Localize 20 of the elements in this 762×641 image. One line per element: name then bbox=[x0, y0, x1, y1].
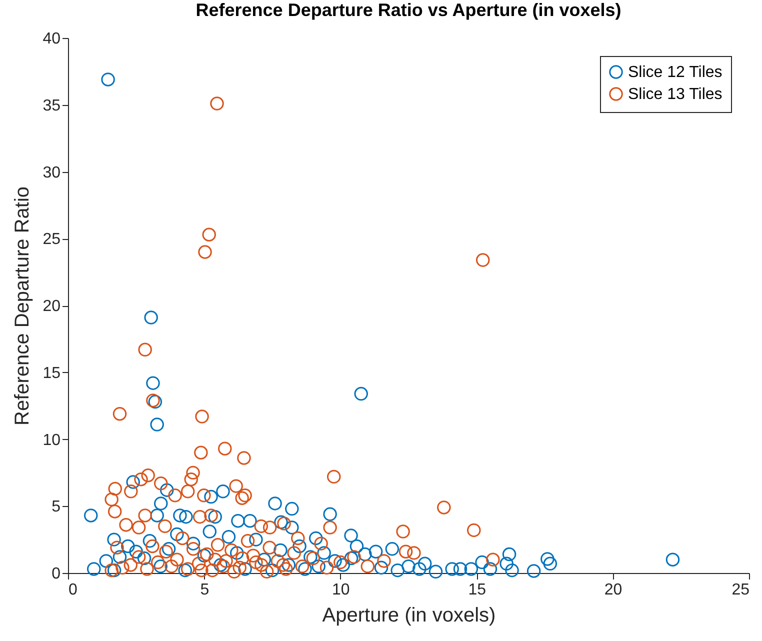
y-tick-label: 40 bbox=[42, 30, 61, 48]
x-axis-title: Aperture (in voxels) bbox=[322, 604, 496, 626]
y-tick-label: 0 bbox=[52, 566, 61, 582]
legend-label: Slice 13 Tiles bbox=[628, 86, 722, 103]
y-axis-title: Reference Departure Ratio bbox=[12, 186, 34, 426]
legend-label: Slice 12 Tiles bbox=[628, 64, 722, 81]
y-tick-label: 30 bbox=[42, 164, 61, 182]
y-tick-label: 35 bbox=[42, 97, 61, 114]
y-tick-label: 15 bbox=[42, 364, 61, 382]
y-tick-label: 20 bbox=[42, 298, 61, 315]
chart-title: Reference Departure Ratio vs Aperture (in voxels) bbox=[196, 0, 622, 20]
y-tick-label: 25 bbox=[42, 231, 61, 248]
x-tick-label: 0 bbox=[68, 582, 78, 598]
x-tick-label: 10 bbox=[332, 582, 350, 598]
y-tick-label: 10 bbox=[42, 432, 61, 449]
x-tick-label: 5 bbox=[200, 582, 210, 598]
x-tick-label: 20 bbox=[604, 582, 622, 598]
x-tick-label: 25 bbox=[732, 582, 750, 598]
y-tick-label: 5 bbox=[52, 498, 61, 516]
x-tick-label: 15 bbox=[468, 582, 486, 598]
